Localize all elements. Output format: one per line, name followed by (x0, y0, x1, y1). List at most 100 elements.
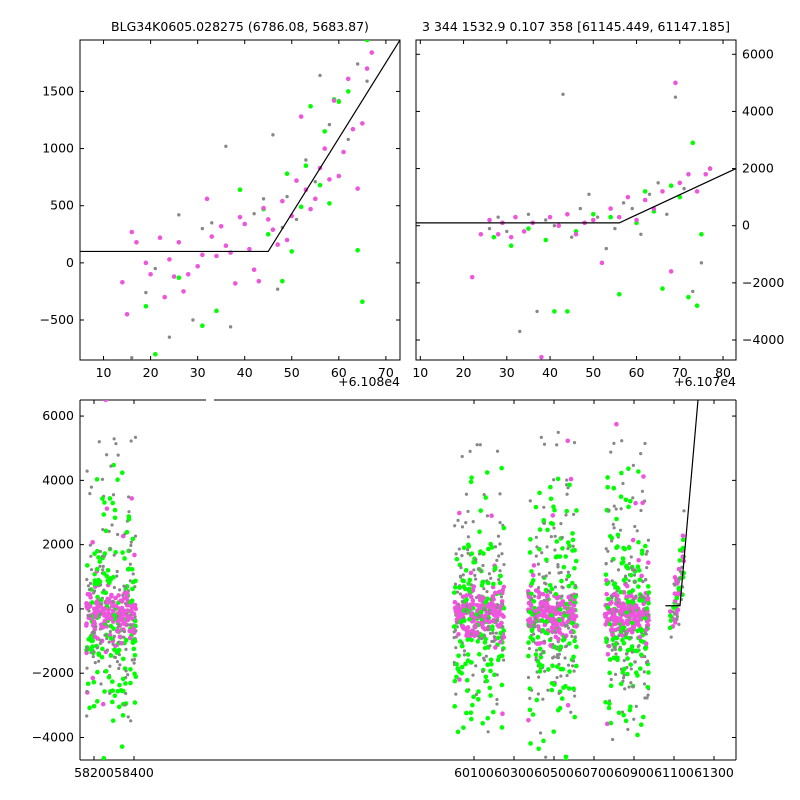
data-point (566, 594, 571, 600)
data-point (116, 618, 121, 624)
data-point (454, 552, 458, 556)
y-tick-label: 0 (66, 601, 74, 616)
data-point (570, 664, 575, 668)
data-point (610, 579, 614, 583)
data-point (85, 469, 89, 473)
data-point (118, 663, 122, 667)
data-point (633, 660, 637, 664)
data-point (571, 654, 576, 660)
data-point (103, 668, 109, 674)
data-point (485, 596, 490, 601)
data-point (177, 213, 181, 217)
data-point (501, 525, 507, 531)
data-point (541, 697, 545, 701)
data-point (573, 635, 577, 639)
data-point (454, 661, 459, 667)
data-point (656, 181, 660, 185)
data-point (120, 676, 126, 682)
data-point (571, 659, 576, 663)
data-point (574, 508, 579, 513)
data-point (572, 669, 576, 673)
data-point (527, 686, 533, 691)
data-point (485, 715, 491, 721)
data-point (117, 634, 123, 640)
data-point (124, 529, 130, 535)
data-point (595, 215, 600, 219)
data-point (544, 582, 548, 586)
data-point (251, 267, 257, 273)
data-point (489, 513, 494, 519)
data-point (117, 682, 122, 688)
data-point (85, 689, 89, 694)
data-point (111, 642, 115, 646)
data-point (567, 669, 572, 674)
data-point (109, 464, 113, 468)
data-point (613, 584, 619, 590)
data-point (608, 601, 613, 606)
data-point (613, 672, 618, 676)
data-point (327, 201, 332, 206)
data-point (463, 568, 469, 573)
data-point (528, 537, 533, 542)
plot-frame (79, 399, 737, 761)
data-point (459, 664, 465, 670)
data-point (544, 574, 548, 578)
data-point (637, 617, 642, 622)
data-point (551, 729, 557, 734)
data-point (535, 634, 541, 640)
data-point (471, 694, 476, 700)
data-point (691, 289, 695, 294)
data-point (458, 575, 463, 579)
data-point (554, 539, 560, 544)
data-point (572, 638, 577, 644)
data-point (628, 572, 634, 578)
data-point (456, 653, 461, 659)
data-point (550, 521, 556, 527)
data-point (125, 617, 131, 623)
data-point (677, 180, 683, 186)
data-point (481, 614, 487, 619)
y-tick-label: −4000 (32, 730, 74, 745)
data-point (120, 656, 126, 662)
data-point (618, 645, 622, 649)
data-point (470, 588, 476, 593)
x-tick-label: 70 (378, 365, 394, 380)
data-point (677, 622, 681, 627)
data-point (612, 526, 616, 530)
data-point (94, 566, 100, 572)
data-point (126, 623, 130, 627)
data-point (322, 129, 328, 134)
data-point (492, 566, 498, 572)
data-point (464, 597, 469, 602)
data-point (630, 206, 634, 211)
data-point (493, 645, 498, 650)
data-point (499, 725, 505, 730)
data-point (614, 652, 618, 656)
data-point (565, 478, 569, 482)
data-point (527, 647, 532, 651)
data-point (673, 95, 678, 99)
data-point (473, 623, 478, 628)
data-point (549, 535, 553, 539)
data-point (645, 584, 651, 589)
data-point (565, 492, 569, 496)
data-point (495, 613, 500, 618)
data-point (639, 452, 643, 456)
data-point (682, 186, 686, 191)
data-point (466, 509, 470, 514)
data-point (553, 534, 557, 538)
data-point (483, 674, 489, 680)
data-point (488, 644, 492, 648)
data-point (116, 593, 121, 598)
data-point (360, 299, 365, 305)
data-point (275, 287, 280, 291)
data-point (555, 476, 561, 482)
data-point (89, 600, 95, 605)
data-point (476, 689, 481, 694)
data-point (636, 469, 641, 474)
data-point (567, 482, 572, 488)
x-tick-label: 10 (96, 365, 112, 380)
data-point (466, 588, 472, 594)
data-point (103, 400, 109, 403)
data-point (675, 614, 680, 619)
